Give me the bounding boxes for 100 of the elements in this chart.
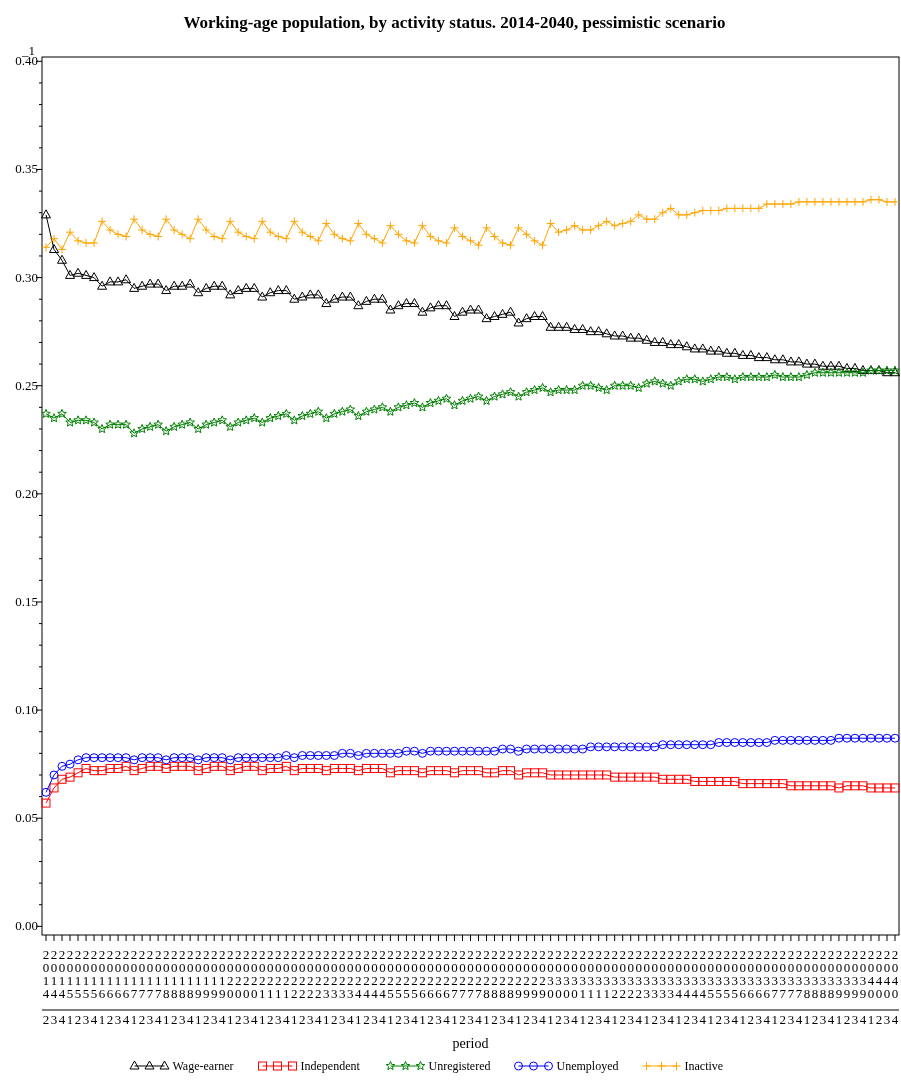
x-tick-label: 2025 3 bbox=[403, 947, 410, 1027]
x-tick-label: 2026 2 bbox=[427, 947, 435, 1027]
x-tick-label: 2040 4 bbox=[891, 947, 899, 1027]
x-tick-label: 2017 4 bbox=[154, 947, 162, 1027]
x-tick-label: 2029 3 bbox=[531, 947, 538, 1027]
x-tick-label: 2017 3 bbox=[146, 947, 154, 1027]
x-tick-label: 2018 4 bbox=[186, 947, 194, 1027]
x-tick-label: 2027 4 bbox=[475, 947, 483, 1027]
x-tick-label: 2035 3 bbox=[723, 947, 731, 1027]
x-tick-label: 2039 4 bbox=[859, 947, 867, 1027]
x-tick-label: 2031 1 bbox=[579, 947, 586, 1027]
x-tick-label: 2017 1 bbox=[130, 947, 138, 1027]
x-tick-label: 2032 1 bbox=[611, 947, 618, 1027]
x-tick-label: 2021 3 bbox=[275, 947, 282, 1027]
x-tick-label: 2029 2 bbox=[523, 947, 530, 1027]
x-tick-label: 2038 2 bbox=[811, 947, 819, 1027]
x-tick-label: 2039 2 bbox=[843, 947, 851, 1027]
x-tick-label: 2036 3 bbox=[755, 947, 763, 1027]
x-tick-label: 2014 2 bbox=[42, 947, 50, 1027]
x-tick-label: 2022 4 bbox=[315, 947, 323, 1027]
x-tick-label: 2023 2 bbox=[331, 947, 338, 1027]
x-tick-label: 2032 3 bbox=[627, 947, 634, 1027]
x-tick-label: 2029 4 bbox=[539, 947, 547, 1027]
legend-label: Unemployed bbox=[556, 1059, 619, 1073]
x-tick-label: 2040 1 bbox=[867, 947, 875, 1027]
x-tick-label: 2021 1 bbox=[259, 947, 266, 1027]
x-tick-label: 2033 4 bbox=[667, 947, 675, 1027]
x-tick-label: 2034 1 bbox=[675, 947, 683, 1027]
chart-title: Working-age population, by activity status. 2014-2040, pessimistic scenario bbox=[183, 13, 726, 32]
x-tick-label: 2016 1 bbox=[98, 947, 106, 1027]
y-tick-label: 0.30 bbox=[15, 269, 38, 285]
x-tick-label: 2020 2 bbox=[234, 947, 242, 1027]
x-tick-label: 2017 2 bbox=[138, 947, 146, 1027]
x-tick-label: 2018 3 bbox=[178, 947, 186, 1027]
x-tick-label: 2034 4 bbox=[699, 947, 707, 1027]
x-tick-label: 2040 3 bbox=[883, 947, 891, 1027]
x-tick-label: 2015 3 bbox=[82, 947, 90, 1027]
x-tick-label: 2027 1 bbox=[451, 947, 459, 1027]
x-tick-label: 2026 3 bbox=[435, 947, 443, 1027]
x-tick-label: 2033 2 bbox=[651, 947, 658, 1027]
x-tick-label: 2020 3 bbox=[242, 947, 250, 1027]
x-tick-label: 2023 4 bbox=[347, 947, 355, 1027]
y-tick-label: 0.10 bbox=[15, 702, 38, 718]
x-tick-label: 2036 1 bbox=[739, 947, 747, 1027]
x-tick-label: 2036 4 bbox=[763, 947, 771, 1027]
x-tick-label: 2037 1 bbox=[771, 947, 779, 1027]
x-tick-label: 2037 2 bbox=[779, 947, 787, 1027]
y-tick-label: 0.05 bbox=[15, 810, 38, 826]
x-tick-label: 2029 1 bbox=[515, 947, 522, 1027]
x-tick-label: 2030 2 bbox=[555, 947, 562, 1027]
x-tick-label: 2035 4 bbox=[731, 947, 739, 1027]
x-axis-title: period bbox=[452, 1036, 489, 1051]
x-tick-label: 2015 4 bbox=[90, 947, 98, 1027]
x-tick-label: 2019 3 bbox=[210, 947, 218, 1027]
x-tick-label: 2028 4 bbox=[507, 947, 515, 1027]
x-tick-label: 2020 1 bbox=[226, 947, 234, 1027]
x-tick-label: 2040 2 bbox=[875, 947, 883, 1027]
x-tick-label: 2023 3 bbox=[339, 947, 346, 1027]
x-tick-label: 2035 1 bbox=[707, 947, 715, 1027]
x-tick-label: 2022 1 bbox=[291, 947, 298, 1027]
x-tick-label: 2036 2 bbox=[747, 947, 755, 1027]
x-tick-label: 2016 2 bbox=[106, 947, 114, 1027]
x-tick-label: 2015 1 bbox=[66, 947, 74, 1027]
x-tick-label: 2021 4 bbox=[283, 947, 291, 1027]
x-tick-label: 2030 3 bbox=[563, 947, 570, 1027]
x-tick-label: 2031 2 bbox=[587, 947, 594, 1027]
x-tick-label: 2023 1 bbox=[323, 947, 330, 1027]
x-tick-label: 2019 1 bbox=[194, 947, 202, 1027]
x-tick-label: 2015 2 bbox=[74, 947, 82, 1027]
x-tick-label: 2038 1 bbox=[803, 947, 811, 1027]
legend-label: Wage-earner bbox=[172, 1059, 234, 1073]
x-tick-label: 2025 2 bbox=[395, 947, 402, 1027]
x-tick-label: 2024 2 bbox=[363, 947, 371, 1027]
x-tick-label: 2016 3 bbox=[114, 947, 122, 1027]
x-tick-label: 2027 3 bbox=[467, 947, 475, 1027]
y-tick-label: 0.15 bbox=[15, 593, 38, 609]
x-tick-label: 2032 2 bbox=[619, 947, 626, 1027]
y-tick-label: 0.20 bbox=[15, 485, 38, 501]
x-tick-label: 2038 3 bbox=[819, 947, 827, 1027]
x-tick-label: 2031 4 bbox=[603, 947, 611, 1027]
y-tick-label: 0.35 bbox=[15, 161, 38, 177]
x-tick-label: 2034 3 bbox=[691, 947, 699, 1027]
x-tick-label: 2026 4 bbox=[443, 947, 451, 1027]
x-tick-label: 2030 4 bbox=[571, 947, 579, 1027]
x-tick-label: 2025 4 bbox=[411, 947, 419, 1027]
x-tick-label: 2028 1 bbox=[483, 947, 490, 1027]
x-tick-label: 2025 1 bbox=[387, 947, 394, 1027]
x-tick-label: 2018 1 bbox=[162, 947, 170, 1027]
x-tick-label: 2033 1 bbox=[643, 947, 650, 1027]
x-tick-label: 2039 3 bbox=[851, 947, 859, 1027]
x-tick-label: 2019 2 bbox=[202, 947, 210, 1027]
y-tick-label: 0.00 bbox=[15, 918, 38, 934]
legend-label: Independent bbox=[300, 1059, 361, 1073]
x-tick-label: 2022 3 bbox=[307, 947, 314, 1027]
x-tick-label: 2019 4 bbox=[218, 947, 226, 1027]
x-tick-label: 2024 4 bbox=[379, 947, 387, 1027]
x-tick-label: 2021 2 bbox=[267, 947, 274, 1027]
x-tick-label: 2030 1 bbox=[547, 947, 554, 1027]
x-tick-label: 2024 3 bbox=[371, 947, 379, 1027]
x-tick-label: 2031 3 bbox=[595, 947, 602, 1027]
